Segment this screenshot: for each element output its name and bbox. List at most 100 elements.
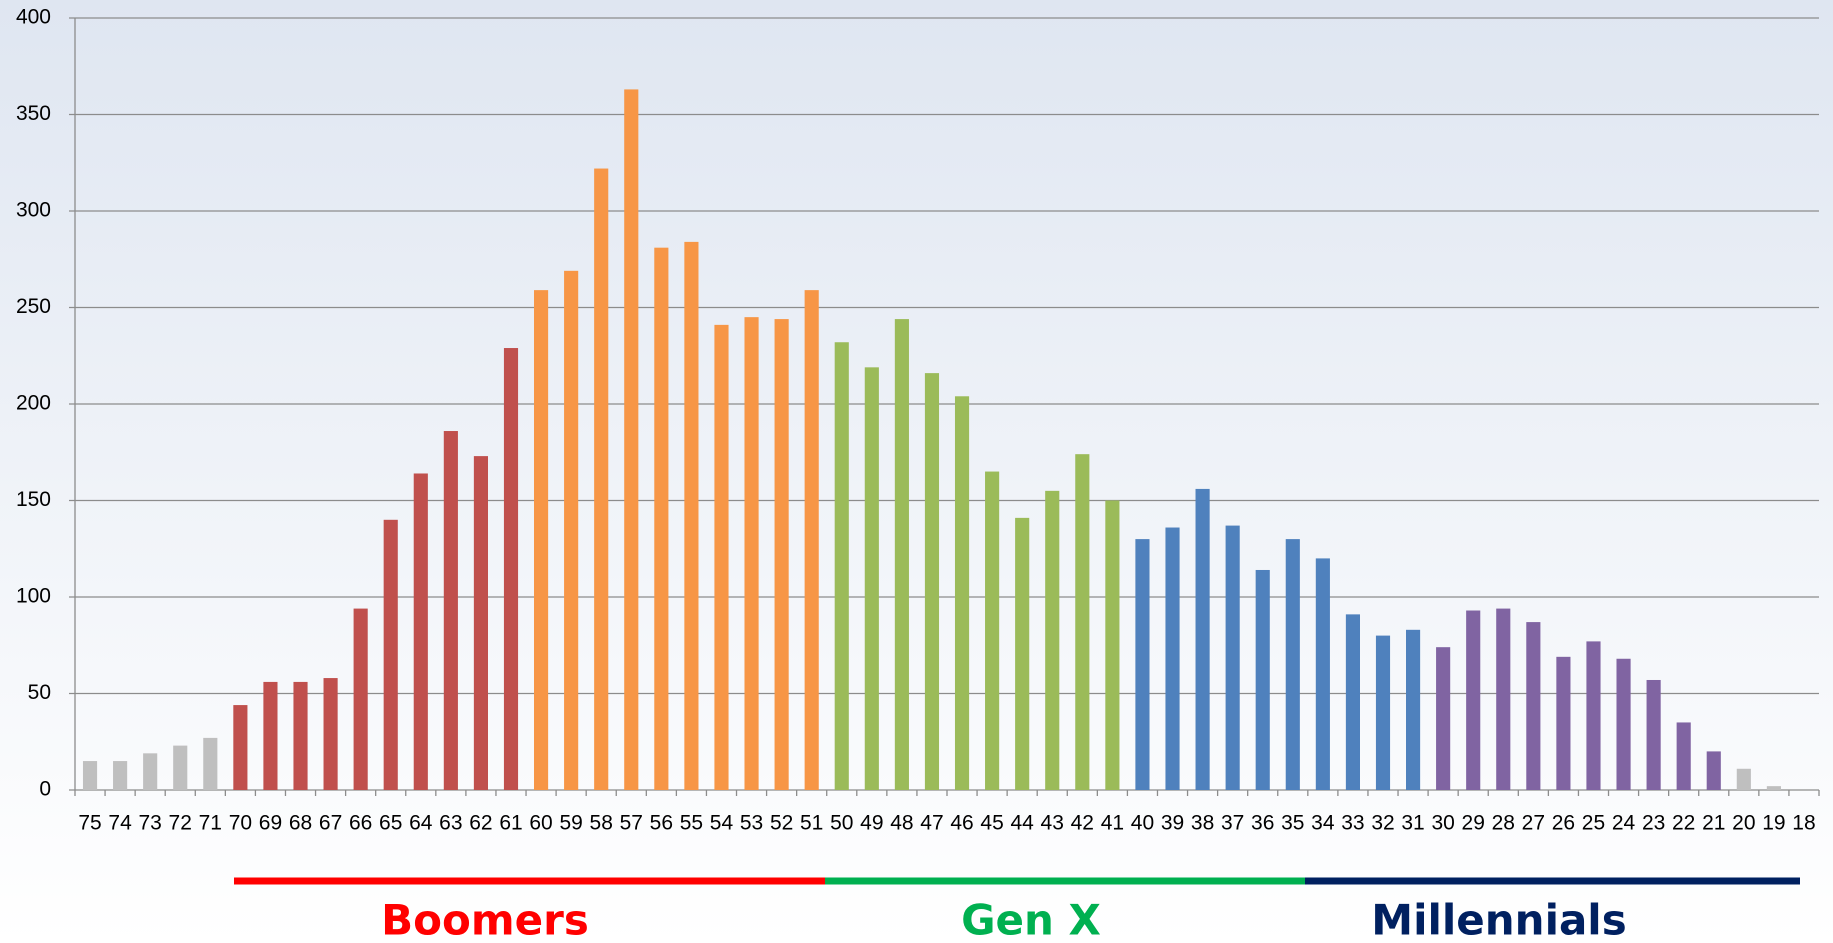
bar [1375, 635, 1391, 790]
x-tick-label: 54 [710, 812, 734, 835]
bar [1406, 629, 1421, 790]
bar [503, 348, 519, 790]
bar [1315, 558, 1330, 790]
x-tick-label: 47 [920, 812, 943, 835]
bar [173, 745, 188, 790]
x-tick-label: 18 [1792, 812, 1815, 835]
x-tick-label: 26 [1552, 812, 1575, 835]
x-tick-label: 62 [469, 812, 492, 835]
bar [774, 319, 789, 790]
bar [413, 473, 428, 790]
bar [684, 241, 699, 790]
bar [1015, 517, 1030, 790]
bar [1676, 722, 1691, 790]
bar [564, 270, 579, 791]
x-tick-label: 51 [800, 812, 823, 835]
bar [1436, 647, 1451, 790]
bar [1646, 679, 1661, 790]
y-tick-label: 300 [16, 199, 51, 222]
bar [1616, 658, 1631, 790]
bar [1766, 786, 1781, 790]
bar [1706, 751, 1721, 790]
x-tick-label: 59 [559, 812, 582, 835]
x-tick-label: 20 [1732, 812, 1755, 835]
bar [1195, 488, 1210, 790]
x-tick-label: 32 [1371, 812, 1394, 835]
x-tick-label: 29 [1462, 812, 1485, 835]
x-tick-label: 23 [1642, 812, 1665, 835]
bar [1496, 608, 1511, 790]
bar [1225, 525, 1240, 790]
bar [113, 761, 128, 790]
x-tick-label: 30 [1431, 812, 1454, 835]
x-tick-label: 46 [950, 812, 973, 835]
x-tick-label: 53 [740, 812, 763, 835]
bar [1255, 569, 1270, 790]
x-tick-label: 55 [680, 812, 703, 835]
bar [1105, 500, 1120, 790]
bar [894, 319, 909, 790]
bar [443, 431, 458, 790]
x-tick-label: 69 [259, 812, 282, 835]
x-tick-label: 67 [319, 812, 342, 835]
x-tick-label: 57 [620, 812, 643, 835]
bar [1135, 539, 1150, 790]
y-tick-label: 100 [16, 585, 51, 608]
bar [624, 89, 639, 790]
bar [323, 678, 338, 790]
x-tick-label: 27 [1522, 812, 1545, 835]
generation-label: Millennials [1371, 896, 1626, 943]
x-tick-label: 58 [590, 812, 613, 835]
x-tick-label: 31 [1401, 812, 1424, 835]
bar [263, 681, 278, 790]
bar [1345, 614, 1360, 790]
x-tick-label: 44 [1010, 812, 1034, 835]
bar [353, 608, 368, 790]
bar [203, 737, 218, 790]
bar [985, 471, 1000, 790]
x-tick-label: 74 [108, 812, 132, 835]
bar [804, 290, 819, 790]
x-tick-label: 33 [1341, 812, 1364, 835]
x-tick-label: 36 [1251, 812, 1274, 835]
bar [834, 342, 849, 790]
bar [1045, 490, 1060, 790]
x-tick-label: 48 [890, 812, 913, 835]
bar [1466, 610, 1481, 790]
x-tick-label: 66 [349, 812, 372, 835]
bar [1526, 622, 1541, 790]
x-tick-label: 65 [379, 812, 402, 835]
bar [714, 324, 729, 790]
x-tick-label: 40 [1131, 812, 1154, 835]
x-tick-label: 19 [1762, 812, 1785, 835]
bar [383, 519, 398, 790]
bar [293, 681, 308, 790]
generation-label: Gen X [961, 896, 1101, 943]
bar [864, 367, 879, 790]
x-tick-label: 72 [169, 812, 192, 835]
x-tick-label: 70 [229, 812, 252, 835]
x-tick-label: 73 [138, 812, 161, 835]
y-tick-label: 50 [28, 681, 51, 704]
bar [744, 317, 759, 790]
x-tick-label: 43 [1041, 812, 1064, 835]
bar [1586, 641, 1601, 790]
bar [534, 290, 549, 790]
y-tick-label: 150 [16, 488, 51, 511]
bar [1285, 539, 1300, 790]
x-tick-label: 39 [1161, 812, 1184, 835]
bar [82, 761, 98, 790]
x-tick-label: 38 [1191, 812, 1214, 835]
x-tick-label: 35 [1281, 812, 1304, 835]
x-tick-label: 63 [439, 812, 462, 835]
bar [594, 168, 609, 791]
x-tick-label: 61 [499, 812, 522, 835]
x-tick-label: 25 [1582, 812, 1605, 835]
y-tick-label: 250 [16, 295, 51, 318]
x-tick-label: 75 [78, 812, 101, 835]
bar [143, 753, 158, 790]
x-tick-label: 50 [830, 812, 853, 835]
bar [1736, 768, 1751, 790]
x-tick-label: 22 [1672, 812, 1695, 835]
bar [473, 456, 488, 790]
